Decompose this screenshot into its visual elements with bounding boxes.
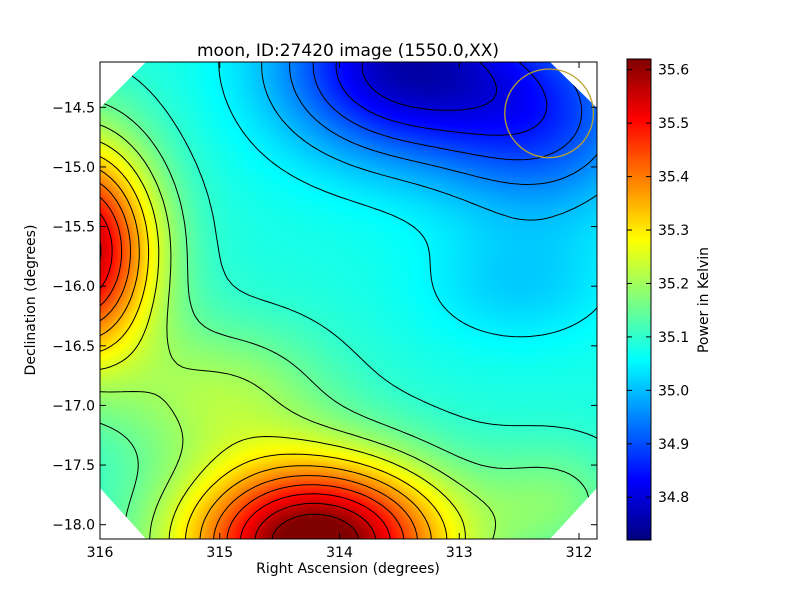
colorbar-gradient: [627, 59, 651, 540]
contour-line: [100, 213, 391, 539]
contour-line: [100, 156, 448, 539]
colorbar-tick-label: 35.2: [658, 276, 689, 292]
contour-line: [271, 513, 360, 539]
x-axis-ticks: 316 315 314 313 312: [87, 62, 593, 561]
x-tick-label: 315: [206, 545, 233, 561]
y-tick-label: −17.0: [52, 398, 95, 414]
y-axis-label: Declination (degrees): [23, 225, 39, 376]
x-tick-label: 316: [87, 545, 114, 561]
x-tick-label: 312: [566, 545, 593, 561]
y-tick-label: −18.0: [52, 518, 95, 534]
colorbar-tick-label: 35.6: [658, 63, 689, 79]
colorbar-tick-label: 35.5: [658, 116, 689, 132]
colorbar-tick-label: 35.4: [658, 170, 689, 186]
colorbar: 34.8 34.9 35.0 35.1 35.2 35.3 35.4 35.5 35.6: [626, 58, 689, 541]
contour-line: [218, 62, 597, 338]
contour-line: [335, 62, 548, 136]
contour-line: [261, 62, 597, 221]
chart-title: moon, ID:27420 image (1550.0,XX): [197, 41, 499, 61]
colorbar-frame: [626, 58, 652, 541]
colorbar-tick-label: 35.1: [658, 330, 689, 346]
colorbar-tick-label: 35.0: [658, 383, 689, 399]
y-tick-label: −14.5: [52, 100, 95, 116]
plot-frame: [99, 61, 598, 540]
colorbar-tick-label: 34.9: [658, 437, 689, 453]
colorbar-ticks: 34.8 34.9 35.0 35.1 35.2 35.3 35.4 35.5 35.6: [627, 63, 689, 506]
x-tick-label: 314: [326, 545, 353, 561]
x-tick-label: 313: [446, 545, 473, 561]
contour-line: [289, 62, 597, 185]
y-tick-label: −15.0: [52, 160, 95, 176]
y-tick-label: −17.5: [52, 458, 95, 474]
y-tick-label: −16.0: [52, 279, 95, 295]
plot-area: 316 315 314 313 312 −14.5 −15.0 −15.5 −16.0 −16.…: [52, 61, 598, 561]
contour-line: [100, 141, 466, 539]
y-axis-ticks: −14.5 −15.0 −15.5 −16.0 −16.5 −17.0 −17.5 −18.0: [52, 100, 597, 534]
colorbar-label: Power in Kelvin: [696, 247, 712, 353]
x-axis-label: Right Ascension (degrees): [256, 561, 440, 577]
contour-line: [100, 169, 432, 539]
marker-circle: [504, 68, 595, 159]
colorbar-tick-label: 34.8: [658, 490, 689, 506]
colorbar-tick-label: 35.3: [658, 223, 689, 239]
contour-line: [361, 62, 498, 111]
contour-line: [100, 124, 497, 539]
y-tick-label: −15.5: [52, 220, 95, 236]
y-tick-label: −16.5: [52, 339, 95, 355]
